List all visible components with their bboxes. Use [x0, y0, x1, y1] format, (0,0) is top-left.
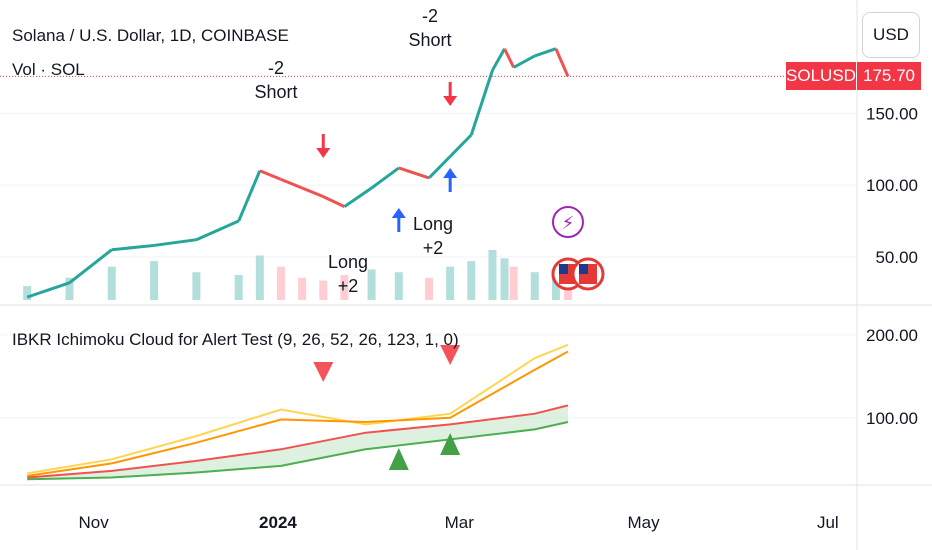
price-candle	[469, 69, 494, 136]
price-candle	[370, 166, 400, 190]
flag-canton-0	[558, 264, 568, 274]
senkou-a-line	[27, 421, 569, 481]
indicator-tick-label-1: 200.00	[866, 326, 918, 345]
price-candle	[280, 177, 303, 190]
volume-bar	[551, 275, 560, 300]
price-candle	[195, 219, 240, 242]
volume-bar	[425, 277, 434, 300]
price-tick-label-2: 150.00	[866, 104, 918, 123]
time-axis-label-0: Nov	[79, 513, 110, 532]
volume-bar	[234, 275, 243, 300]
price-candle	[237, 170, 262, 222]
time-axis-label-2: Mar	[445, 513, 475, 532]
price-tick-label-1: 100.00	[866, 176, 918, 195]
time-axis-label-4: Jul	[817, 513, 839, 532]
long-signal-2-qty: +2	[422, 238, 444, 258]
ichimoku-cloud-fill	[27, 405, 568, 480]
symbol-price-tag: SOLUSD	[786, 62, 856, 90]
indicator-tick-label-0: 100.00	[866, 409, 918, 428]
long-signal-1-text: Long	[327, 252, 369, 272]
volume-bar	[340, 275, 349, 300]
volume-bar	[255, 255, 264, 300]
volume-bar	[394, 272, 403, 300]
price-tick-label-0: 50.00	[875, 248, 918, 267]
volume-bar	[107, 266, 116, 300]
indicator-title: IBKR Ichimoku Cloud for Alert Test (9, 2…	[12, 330, 459, 349]
volume-bar	[509, 266, 518, 300]
price-candle	[398, 166, 430, 180]
short-signal-label-1: -2 Short	[250, 56, 302, 104]
volume-bar	[367, 269, 376, 300]
price-candle	[301, 186, 324, 199]
volume-bar	[319, 280, 328, 300]
short-signal-1-text: Short	[254, 82, 298, 102]
volume-bar	[446, 266, 455, 300]
price-candle	[343, 186, 373, 208]
price-candle	[503, 48, 515, 69]
volume-bar	[467, 261, 476, 300]
volume-bar	[65, 277, 74, 300]
price-candle	[259, 169, 282, 181]
volume-bar	[298, 277, 307, 300]
volume-bar	[192, 272, 201, 300]
volume-bar	[488, 250, 497, 300]
price-candle	[111, 243, 155, 252]
time-axis-label-1: 2024	[259, 513, 297, 532]
short-triangle-2	[440, 345, 461, 365]
long-signal-label-1: Long +2	[322, 250, 374, 298]
lightning-event-icon	[551, 206, 584, 238]
flag-canton-1	[578, 264, 588, 274]
short-triangle-1	[313, 362, 334, 382]
kijun-line	[27, 350, 569, 477]
price-candle	[153, 238, 197, 247]
short-arrow-1-head	[316, 148, 331, 158]
short-signal-label-2: -2 Short	[404, 4, 456, 52]
last-price-tag: 175.70	[857, 62, 921, 90]
short-signal-2-qty: -2	[421, 6, 438, 26]
price-candle	[26, 281, 70, 299]
volume-bar	[500, 258, 509, 300]
tenkan-line	[27, 343, 569, 475]
short-signal-2-text: Short	[408, 30, 452, 50]
price-candle	[534, 47, 557, 58]
long-arrow-2-head	[443, 168, 458, 178]
volume-bar	[23, 286, 32, 300]
senkou-b-line	[27, 404, 569, 479]
long-signal-1-qty: +2	[337, 276, 359, 296]
volume-bar	[276, 266, 285, 300]
lightning-glyph: ⚡	[562, 213, 575, 234]
short-signal-1-qty: -2	[267, 58, 284, 78]
price-candle	[491, 47, 506, 71]
volume-title: Vol · SOL	[12, 60, 85, 79]
long-signal-2-text: Long	[412, 214, 454, 234]
volume-bar	[150, 261, 159, 300]
price-candle	[512, 54, 536, 69]
volume-bar	[530, 272, 539, 300]
price-candle	[68, 248, 113, 284]
long-triangle-2	[440, 433, 461, 455]
price-candle	[449, 133, 473, 158]
price-candle	[322, 195, 346, 209]
time-axis-label-3: May	[627, 513, 660, 532]
symbol-title: Solana / U.S. Dollar, 1D, COINBASE	[12, 26, 289, 45]
currency-button[interactable]: USD	[862, 12, 920, 58]
long-arrow-1-head	[391, 208, 406, 218]
long-signal-label-2: Long +2	[407, 212, 459, 260]
short-arrow-2-head	[443, 96, 458, 106]
price-candle	[427, 155, 452, 179]
long-triangle-1	[388, 448, 409, 470]
price-candle	[554, 48, 570, 78]
